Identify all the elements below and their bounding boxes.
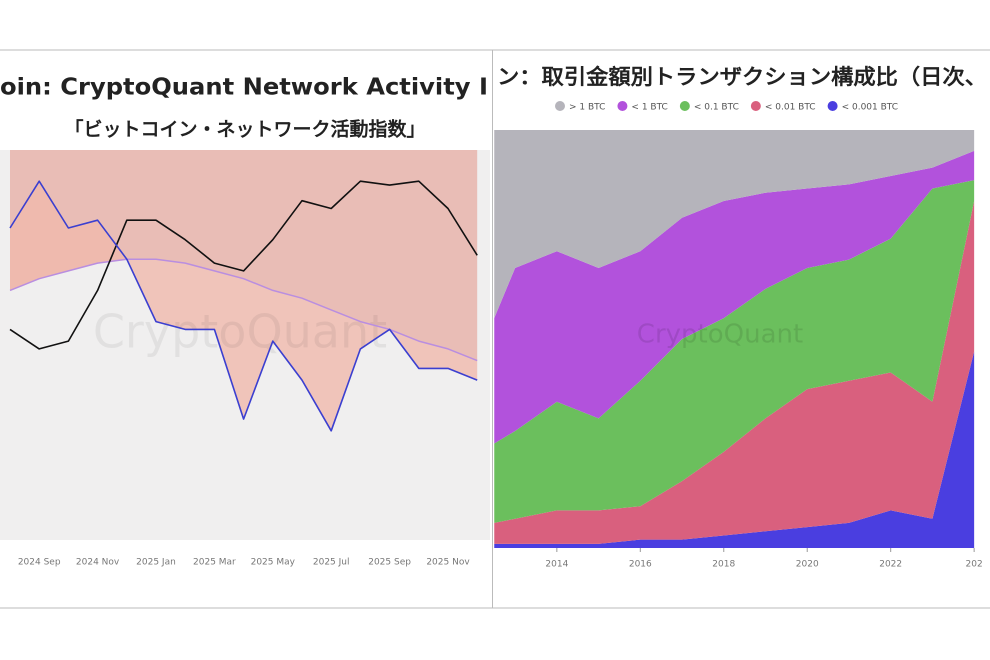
x-tick-label: 2018: [712, 560, 735, 570]
chart-subtitle: 「ビットコイン・ネットワーク活動指数」: [64, 118, 425, 141]
area: [494, 201, 975, 544]
legend-marker: [617, 101, 628, 111]
legend-marker: [750, 101, 761, 111]
area: [494, 130, 975, 319]
legend-marker: [679, 101, 690, 111]
x-tick-label: 2025 Jan: [136, 558, 176, 568]
x-tick-label: 202: [966, 560, 983, 570]
x-tick-label: 2024 Nov: [76, 558, 120, 568]
area: [494, 351, 975, 548]
x-tick-label: 2025 May: [251, 558, 296, 568]
shaded-band: [10, 150, 478, 361]
legend-label: < 0.01 BTC: [765, 103, 816, 113]
line: [9, 180, 478, 432]
x-tick-label: 2014: [545, 560, 568, 570]
shaded-band: [10, 181, 478, 431]
area: [494, 150, 975, 444]
left-panel: oin: CryptoQuant Network Activity I 「ビット…: [0, 75, 490, 568]
x-tick-label: 2024 Sep: [18, 558, 61, 568]
watermark: CryptoQuant: [93, 305, 387, 359]
legend-marker: [827, 101, 838, 111]
x-tick-label: 2020: [796, 560, 819, 570]
legend-label: < 0.1 BTC: [694, 103, 739, 113]
legend-label: < 0.001 BTC: [842, 103, 898, 113]
line: [9, 180, 478, 350]
chart-title: ン：取引金額別トランザクション構成比（日次、: [497, 65, 987, 89]
x-tick-label: 2025 Jul: [313, 558, 350, 568]
x-tick-label: 2025 Nov: [426, 558, 470, 568]
right-panel: ン：取引金額別トランザクション構成比（日次、 CryptoQuant 2014 20…: [494, 65, 987, 570]
x-tick-label: 2025 Mar: [193, 558, 236, 568]
x-tick-label: 2022: [879, 560, 902, 570]
watermark: CryptoQuant: [637, 320, 803, 350]
legend-label: > 1 BTC: [569, 103, 605, 113]
area: [494, 180, 975, 523]
legend-label: < 1 BTC: [631, 103, 667, 113]
line: [9, 258, 478, 362]
x-tick-label: 2025 Sep: [368, 558, 411, 568]
x-tick-label: 2016: [629, 560, 652, 570]
legend-marker: [555, 101, 565, 111]
chart-title: oin: CryptoQuant Network Activity I: [0, 75, 488, 101]
